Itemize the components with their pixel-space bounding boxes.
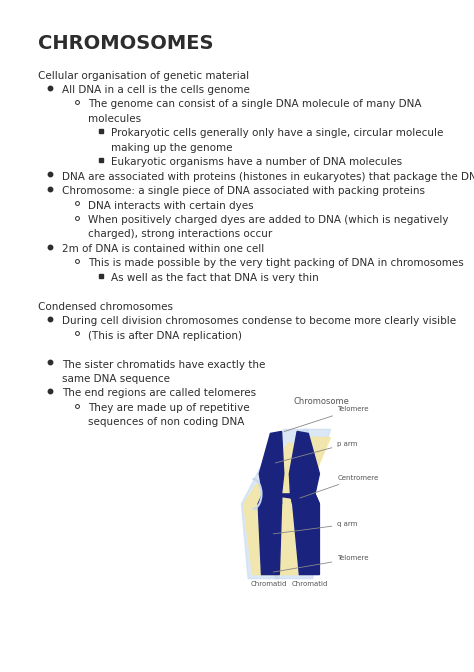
Text: The sister chromatids have exactly the: The sister chromatids have exactly the	[62, 360, 265, 370]
Text: Prokaryotic cells generally only have a single, circular molecule: Prokaryotic cells generally only have a …	[111, 128, 444, 138]
Text: Telomere: Telomere	[273, 556, 369, 572]
Polygon shape	[289, 431, 319, 494]
Polygon shape	[270, 437, 330, 575]
Text: Chromosome: Chromosome	[294, 397, 350, 406]
Text: Centromere: Centromere	[300, 475, 379, 498]
Text: DNA interacts with certain dyes: DNA interacts with certain dyes	[88, 200, 253, 210]
Text: Chromosome: a single piece of DNA associated with packing proteins: Chromosome: a single piece of DNA associ…	[62, 186, 425, 196]
Text: making up the genome: making up the genome	[111, 142, 233, 153]
Text: During cell division chromosomes condense to become more clearly visible: During cell division chromosomes condens…	[62, 316, 456, 326]
Text: Eukaryotic organisms have a number of DNA molecules: Eukaryotic organisms have a number of DN…	[111, 157, 402, 167]
Text: 2m of DNA is contained within one cell: 2m of DNA is contained within one cell	[62, 244, 264, 254]
Text: The end regions are called telomeres: The end regions are called telomeres	[62, 388, 256, 398]
Text: same DNA sequence: same DNA sequence	[62, 374, 170, 384]
Polygon shape	[258, 494, 319, 504]
Polygon shape	[244, 444, 304, 575]
Text: As well as the fact that DNA is very thin: As well as the fact that DNA is very thi…	[111, 273, 319, 283]
Text: Cellular organisation of genetic material: Cellular organisation of genetic materia…	[38, 71, 249, 81]
Text: Chromatid: Chromatid	[291, 581, 328, 587]
Text: The genome can consist of a single DNA molecule of many DNA: The genome can consist of a single DNA m…	[88, 99, 421, 110]
Text: Chromatid: Chromatid	[251, 581, 288, 587]
Polygon shape	[259, 431, 284, 494]
Text: (This is after DNA replication): (This is after DNA replication)	[88, 331, 242, 341]
Text: This is made possible by the very tight packing of DNA in chromosomes: This is made possible by the very tight …	[88, 258, 464, 268]
Text: molecules: molecules	[88, 114, 141, 124]
Text: sequences of non coding DNA: sequences of non coding DNA	[88, 417, 244, 427]
Text: When positively charged dyes are added to DNA (which is negatively: When positively charged dyes are added t…	[88, 215, 448, 225]
Text: They are made up of repetitive: They are made up of repetitive	[88, 403, 249, 413]
Polygon shape	[270, 429, 330, 579]
Text: Condensed chromosomes: Condensed chromosomes	[38, 302, 173, 312]
Polygon shape	[258, 494, 282, 575]
Polygon shape	[291, 494, 319, 575]
Text: charged), strong interactions occur: charged), strong interactions occur	[88, 229, 272, 239]
Text: All DNA in a cell is the cells genome: All DNA in a cell is the cells genome	[62, 85, 249, 95]
Text: Telomere: Telomere	[284, 407, 369, 431]
Text: q arm: q arm	[273, 521, 357, 534]
Text: CHROMOSOMES: CHROMOSOMES	[38, 34, 213, 52]
Text: DNA are associated with proteins (histones in eukaryotes) that package the DNA: DNA are associated with proteins (histon…	[62, 171, 474, 181]
Text: p arm: p arm	[275, 441, 357, 463]
Polygon shape	[241, 429, 308, 579]
